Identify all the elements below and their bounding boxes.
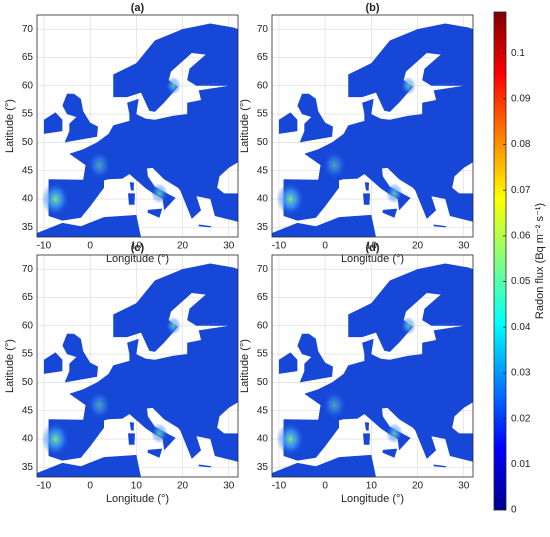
map — [37, 263, 238, 477]
x-tick-label: -10 — [272, 241, 287, 252]
x-axis-label: Longitude (°) — [106, 253, 169, 265]
frame — [36, 14, 239, 238]
y-tick-label: 40 — [257, 434, 269, 445]
x-tick-label: 0 — [87, 481, 93, 492]
x-tick-label: 20 — [412, 241, 424, 252]
frame — [36, 254, 239, 478]
land — [272, 263, 473, 477]
x-tick-label: 10 — [366, 241, 378, 252]
land — [37, 23, 238, 237]
x-axis-label: Longitude (°) — [341, 253, 404, 265]
y-tick-label: 50 — [22, 377, 34, 388]
x-tick-label: -10 — [37, 241, 52, 252]
y-tick-label: 40 — [22, 194, 34, 205]
y-tick-label: 70 — [257, 24, 269, 35]
y-tick-label: 60 — [22, 80, 34, 91]
y-tick-label: 70 — [257, 264, 269, 275]
y-axis-label: Latitude (°) — [239, 339, 251, 393]
map — [272, 263, 473, 477]
x-tick-label: 0 — [322, 481, 328, 492]
x-tick-label: 30 — [223, 481, 235, 492]
y-tick-label: 35 — [22, 222, 34, 233]
y-tick-label: 65 — [22, 292, 34, 303]
map — [37, 23, 238, 237]
y-tick-label: 45 — [257, 405, 269, 416]
panel-title: (c) — [131, 242, 145, 254]
colorbar-tick-label: 0.06 — [511, 231, 531, 242]
y-tick-label: 50 — [257, 137, 269, 148]
y-tick-label: 55 — [22, 349, 34, 360]
y-tick-label: 45 — [22, 165, 34, 176]
frame — [271, 254, 474, 478]
y-tick-label: 60 — [257, 320, 269, 331]
colorbar-tick-label: 0.02 — [511, 413, 531, 424]
y-tick-label: 45 — [22, 405, 34, 416]
y-tick-label: 55 — [257, 109, 269, 120]
y-tick-label: 60 — [22, 320, 34, 331]
y-tick-label: 35 — [257, 222, 269, 233]
x-tick-label: -10 — [272, 481, 287, 492]
land — [37, 263, 238, 477]
colorbar-tick-label: 0.01 — [511, 459, 531, 470]
colorbar — [493, 11, 507, 511]
colorbar-tick-label: 0.04 — [511, 322, 531, 333]
colorbar-tick-label: 0.1 — [511, 48, 525, 59]
x-tick-label: -10 — [37, 481, 52, 492]
y-axis-label: Latitude (°) — [4, 99, 16, 153]
y-tick-label: 65 — [257, 52, 269, 63]
y-axis-label: Latitude (°) — [4, 339, 16, 393]
y-tick-label: 65 — [257, 292, 269, 303]
land — [272, 23, 473, 237]
colorbar-tick-label: 0.03 — [511, 368, 531, 379]
frame — [271, 14, 474, 238]
y-tick-label: 65 — [22, 52, 34, 63]
x-tick-label: 0 — [87, 241, 93, 252]
panel-title: (d) — [365, 242, 379, 254]
y-tick-label: 55 — [257, 349, 269, 360]
y-tick-label: 40 — [22, 434, 34, 445]
y-tick-label: 70 — [22, 264, 34, 275]
x-tick-label: 10 — [131, 481, 143, 492]
colorbar-tick-label: 0.08 — [511, 139, 531, 150]
colorbar-tick-label: 0.09 — [511, 93, 531, 104]
y-tick-label: 55 — [22, 109, 34, 120]
x-axis-label: Longitude (°) — [106, 493, 169, 505]
x-tick-label: 20 — [177, 241, 189, 252]
x-tick-label: 20 — [412, 481, 424, 492]
y-tick-label: 50 — [257, 377, 269, 388]
y-tick-label: 35 — [257, 462, 269, 473]
y-tick-label: 35 — [22, 462, 34, 473]
x-tick-label: 30 — [458, 241, 470, 252]
x-tick-label: 10 — [366, 481, 378, 492]
x-tick-label: 30 — [458, 481, 470, 492]
y-tick-label: 50 — [22, 137, 34, 148]
colorbar-tick-label: 0.07 — [511, 185, 531, 196]
panel-title: (b) — [365, 2, 379, 14]
y-tick-label: 40 — [257, 194, 269, 205]
x-tick-label: 0 — [322, 241, 328, 252]
map — [272, 23, 473, 237]
colorbar-tick-label: 0.05 — [511, 276, 531, 287]
y-tick-label: 45 — [257, 165, 269, 176]
y-tick-label: 70 — [22, 24, 34, 35]
x-tick-label: 30 — [223, 241, 235, 252]
y-tick-label: 60 — [257, 80, 269, 91]
y-axis-label: Latitude (°) — [239, 99, 251, 153]
panel-title: (a) — [131, 2, 145, 14]
x-tick-label: 20 — [177, 481, 189, 492]
x-tick-label: 10 — [131, 241, 143, 252]
x-axis-label: Longitude (°) — [341, 493, 404, 505]
colorbar-label: Radon flux (Bq m⁻² s⁻¹) — [534, 203, 546, 319]
colorbar-tick-label: 0 — [511, 505, 517, 516]
